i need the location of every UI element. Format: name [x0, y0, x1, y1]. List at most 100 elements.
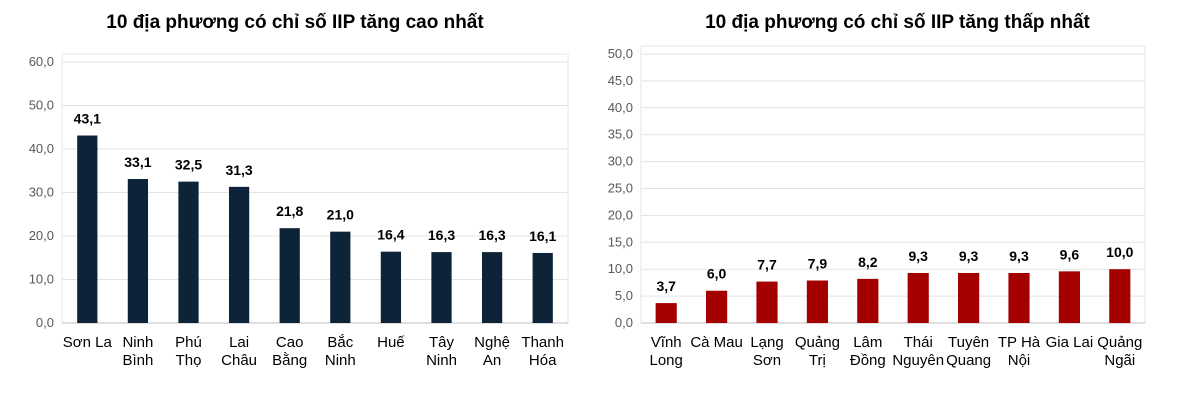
- bar: [532, 252, 553, 323]
- data-label: 16,3: [478, 227, 505, 243]
- y-tick-label: 20,0: [29, 228, 54, 243]
- bar: [857, 278, 879, 323]
- x-tick-label: Lạng Sơn: [750, 334, 783, 369]
- y-tick-label: 35,0: [608, 127, 633, 142]
- data-label: 8,2: [858, 254, 878, 270]
- x-tick-label-line: Hóa: [529, 352, 557, 369]
- bar: [279, 228, 300, 323]
- data-label: 16,1: [529, 228, 556, 244]
- x-tick-label-line: Cà Mau: [690, 334, 743, 351]
- x-tick-label-line: Đồng: [850, 352, 886, 369]
- x-tick-label: Ninh Bình: [122, 334, 153, 369]
- x-tick-label-line: Lạng: [750, 334, 783, 351]
- data-label: 9,3: [1009, 248, 1029, 264]
- bar: [77, 135, 98, 323]
- x-tick-label-line: Nguyên: [892, 352, 944, 369]
- chart-panel-lowest: 10 địa phương có chỉ số IIP tăng thấp nh…: [595, 0, 1200, 405]
- y-tick-label: 30,0: [608, 154, 633, 169]
- x-tick-label-line: Thọ: [176, 352, 202, 369]
- x-tick-label: Vĩnh Long: [650, 334, 683, 369]
- x-tick-label-line: Thái: [904, 334, 933, 351]
- x-tick-label-line: Phú: [175, 334, 202, 351]
- chart-title: 10 địa phương có chỉ số IIP tăng thấp nh…: [705, 12, 1090, 33]
- x-tick-label-line: Ngãi: [1104, 352, 1135, 369]
- bar: [706, 290, 728, 323]
- x-tick-label: Phú Thọ: [175, 334, 202, 369]
- x-tick-label-line: Sơn: [753, 352, 781, 369]
- x-tick-label: Tây Ninh: [426, 334, 457, 369]
- x-tick-label-line: Nội: [1008, 352, 1031, 369]
- x-tick-label-line: Thanh: [521, 334, 564, 351]
- bar-chart-lowest: 0,0 5,0 10,0 15,0 20,0 25,0 30,0 35,0 40,0 45,0 50…: [608, 45, 1146, 369]
- y-tick-label: 5,0: [615, 288, 633, 303]
- y-tick-label: 30,0: [29, 185, 54, 200]
- data-label: 33,1: [124, 154, 151, 170]
- bar: [655, 303, 677, 323]
- x-tick-label-line: Vĩnh: [651, 334, 682, 351]
- x-tick-label: Lai Châu: [221, 334, 257, 369]
- x-tick-label: Nghệ An: [474, 334, 510, 369]
- y-tick-label: 50,0: [29, 98, 54, 113]
- data-label: 9,6: [1060, 246, 1080, 262]
- y-tick-label: 10,0: [608, 261, 633, 276]
- bar: [1109, 269, 1131, 323]
- bar: [1058, 271, 1080, 323]
- data-label: 21,0: [327, 207, 354, 223]
- bar: [1008, 272, 1030, 323]
- x-tick-label-line: Ninh: [325, 352, 356, 369]
- bar: [127, 179, 149, 323]
- y-tick-label: 40,0: [608, 100, 633, 115]
- bar: [380, 251, 402, 323]
- y-tick-label: 45,0: [608, 73, 633, 88]
- x-tick-label-line: Gia Lai: [1046, 334, 1094, 351]
- x-tick-label: Lâm Đồng: [850, 334, 886, 369]
- bar: [330, 231, 351, 323]
- bar: [481, 252, 503, 323]
- bar: [228, 186, 250, 323]
- x-tick-label-line: Long: [650, 352, 683, 369]
- x-tick-label: Tuyên Quang: [946, 334, 991, 369]
- data-label: 3,7: [656, 278, 676, 294]
- data-label: 7,7: [757, 257, 777, 273]
- y-tick-label: 20,0: [608, 207, 633, 222]
- x-tick-label: Gia Lai: [1046, 334, 1094, 351]
- data-label: 9,3: [959, 248, 979, 264]
- x-tick-label-line: Cao: [276, 334, 304, 351]
- x-tick-label-line: Quảng: [1097, 334, 1142, 351]
- x-tick-label-line: Quảng: [795, 334, 840, 351]
- bar-chart-highest: 0,0 10,0 20,0 30,0 40,0 50,0 60,0 43,1 Sơn La 33,…: [29, 53, 569, 369]
- data-label: 43,1: [74, 111, 101, 127]
- x-tick-label-line: Quang: [946, 352, 991, 369]
- data-label: 21,8: [276, 203, 303, 219]
- y-tick-label: 25,0: [608, 181, 633, 196]
- y-tick-label: 10,0: [29, 272, 54, 287]
- x-tick-label-line: Bình: [122, 352, 153, 369]
- x-tick-label-line: Lâm: [853, 334, 882, 351]
- x-tick-label-line: TP Hà: [998, 334, 1041, 351]
- x-tick-label-line: Lai: [229, 334, 249, 351]
- x-tick-label-line: Ninh: [122, 334, 153, 351]
- x-tick-label: Quảng Ngãi: [1097, 334, 1142, 369]
- bar: [756, 281, 778, 323]
- data-label: 16,4: [377, 227, 404, 243]
- data-label: 16,3: [428, 227, 455, 243]
- bar: [178, 181, 199, 323]
- data-label: 32,5: [175, 157, 202, 173]
- y-tick-label: 50,0: [608, 46, 633, 61]
- x-tick-label: Sơn La: [63, 334, 113, 351]
- x-tick-label: Cao Bằng: [272, 334, 307, 369]
- x-tick-label: Huế: [377, 334, 405, 351]
- x-tick-label: Bắc Ninh: [325, 334, 356, 369]
- bar: [806, 280, 828, 323]
- y-tick-label: 15,0: [608, 234, 633, 249]
- x-tick-label-line: Trị: [809, 352, 826, 369]
- x-tick-label-line: An: [483, 352, 501, 369]
- x-tick-label: Cà Mau: [690, 334, 743, 351]
- x-tick-label: Thái Nguyên: [892, 334, 944, 369]
- x-tick-label: Quảng Trị: [795, 334, 840, 369]
- x-tick-label-line: Bắc: [327, 334, 353, 351]
- x-tick-label-line: Tây: [429, 334, 455, 351]
- y-tick-label: 40,0: [29, 141, 54, 156]
- y-tick-label: 60,0: [29, 54, 54, 69]
- bar: [431, 252, 452, 323]
